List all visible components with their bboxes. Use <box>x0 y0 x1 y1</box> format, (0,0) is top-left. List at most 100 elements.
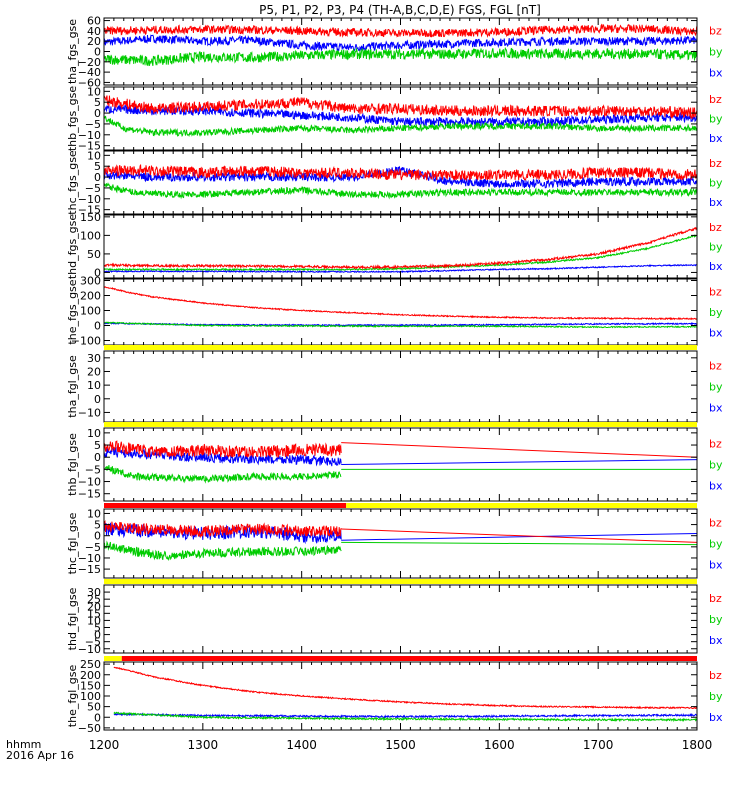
y-tick-label: 10 <box>87 379 101 392</box>
legend-entry-by: by <box>709 306 723 319</box>
y-tick-label: 10 <box>87 427 101 440</box>
x-tick-label: 1700 <box>583 738 614 752</box>
legend-entry-by: by <box>709 177 723 190</box>
y-tick-label: 50 <box>87 701 101 714</box>
y-tick-label: 5 <box>94 96 101 109</box>
series-by-line <box>113 711 697 723</box>
y-tick-label: −40 <box>78 66 101 79</box>
figure-title: P5, P1, P2, P3, P4 (TH-A,B,C,D,E) FGS, F… <box>259 3 541 17</box>
legend-entry-bx: bx <box>709 132 723 145</box>
legend-entry-bx: bx <box>709 480 723 493</box>
series-by-line <box>104 182 697 200</box>
y-tick-label: −5 <box>85 182 101 195</box>
panel-frame <box>103 508 698 579</box>
y-tick-label: 100 <box>80 229 101 242</box>
y-tick-label: 5 <box>94 160 101 173</box>
series-bz-line <box>341 528 697 543</box>
legend-entry-bx: bx <box>709 711 723 724</box>
status-bar-yellow <box>104 422 697 427</box>
y-tick-label: 0 <box>94 393 101 406</box>
y-axis-label: the_fgl_gse <box>66 665 79 728</box>
panel-frame <box>103 278 698 346</box>
y-tick-label: −20 <box>78 56 101 69</box>
x-tick-label: 1500 <box>385 738 416 752</box>
y-tick-label: −10 <box>78 643 101 656</box>
panel-frame <box>103 584 698 654</box>
y-tick-label: 0 <box>94 629 101 642</box>
y-tick-label: 60 <box>87 15 101 28</box>
status-bar-yellow <box>104 345 697 350</box>
y-tick-label: 250 <box>80 658 101 671</box>
y-tick-label: −15 <box>78 204 101 217</box>
series-by-line <box>341 541 697 546</box>
status-bar-red <box>104 503 347 508</box>
series-bz-line <box>104 520 342 539</box>
series-by-line <box>104 115 697 138</box>
legend-entry-bx: bx <box>709 66 723 79</box>
series-bx-line <box>113 711 697 719</box>
legend-entry-by: by <box>709 241 723 254</box>
legend-entry-bx: bx <box>709 196 723 209</box>
x-tick-label: 1600 <box>484 738 515 752</box>
legend-entry-by: by <box>709 690 723 703</box>
y-tick-label: 0 <box>94 266 101 279</box>
y-tick-label: 5 <box>94 439 101 452</box>
y-tick-label: 200 <box>80 669 101 682</box>
series-bx-line <box>104 104 697 128</box>
legend-entry-bx: bx <box>709 634 723 647</box>
legend-entry-by: by <box>709 381 723 394</box>
panel-frame <box>103 427 698 502</box>
y-tick-label: 0 <box>94 530 101 543</box>
series-bz-line <box>104 95 697 120</box>
y-tick-label: 100 <box>80 690 101 703</box>
y-tick-label: 40 <box>87 25 101 38</box>
y-tick-label: 5 <box>94 519 101 532</box>
y-tick-label: 100 <box>80 305 101 318</box>
y-tick-label: −5 <box>85 463 101 476</box>
y-tick-label: 10 <box>87 507 101 520</box>
y-tick-label: 150 <box>80 211 101 224</box>
y-axis-label: thc_fgs_gse <box>66 150 79 215</box>
y-tick-label: 10 <box>87 85 101 98</box>
series-bz-line <box>104 163 697 182</box>
y-axis-label: thd_fgs_gse <box>66 214 79 280</box>
status-bar-yellow <box>104 656 122 661</box>
y-axis-label: thb_fgs_gse <box>66 86 79 152</box>
series-bx-line <box>104 446 342 467</box>
y-tick-label: 30 <box>87 586 101 599</box>
y-tick-label: −10 <box>78 129 101 142</box>
series-bz-line <box>104 226 697 271</box>
time-axis-unit-label: hhmm <box>6 738 41 751</box>
y-tick-label: −15 <box>78 140 101 153</box>
legend-entry-by: by <box>709 113 723 126</box>
y-tick-label: 15 <box>87 607 101 620</box>
legend-entry-by: by <box>709 538 723 551</box>
y-tick-label: 0 <box>94 46 101 59</box>
status-bar-yellow <box>346 503 697 508</box>
y-tick-label: −10 <box>78 476 101 489</box>
y-tick-label: 150 <box>80 679 101 692</box>
time-axis: 1200 1300 1400 1500 1600 1700 1800 <box>89 738 713 752</box>
legend-entry-bz: bz <box>709 360 722 373</box>
y-axis-label: the_fgs_gse <box>66 279 79 344</box>
legend-entry-bz: bz <box>709 25 722 38</box>
legend-entry-bx: bx <box>709 260 723 273</box>
y-axis-label: thb_fgl_gse <box>66 433 79 496</box>
status-bar-yellow <box>104 579 697 584</box>
legend-entry-bz: bz <box>709 221 722 234</box>
y-tick-label: −15 <box>78 563 101 576</box>
series-bz-line <box>104 440 342 459</box>
legend-entry-bz: bz <box>709 592 722 605</box>
x-tick-label: 1200 <box>89 738 120 752</box>
x-tick-label: 1400 <box>286 738 317 752</box>
y-axis-label: thd_fgl_gse <box>66 587 79 650</box>
series-by-line <box>104 321 697 329</box>
series-bz-line <box>341 442 697 458</box>
